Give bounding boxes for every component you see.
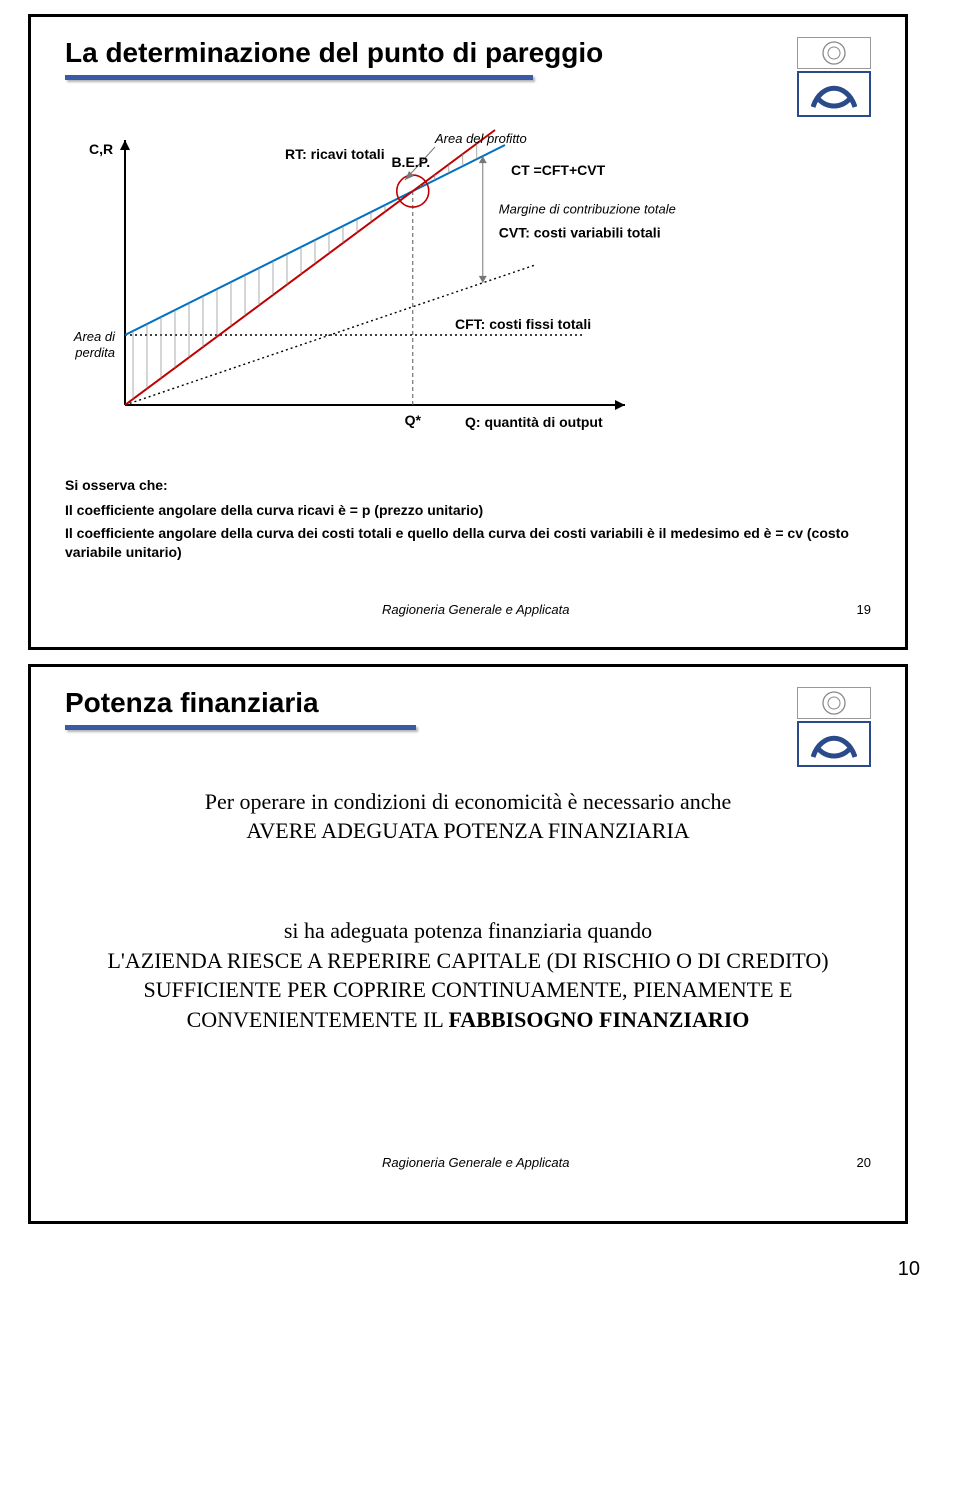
svg-text:Area di: Area di bbox=[73, 329, 116, 344]
slide-title: La determinazione del punto di pareggio bbox=[65, 37, 797, 73]
svg-text:Margine di contribuzione total: Margine di contribuzione totale bbox=[499, 201, 676, 216]
obs-line-2: Il coefficiente angolare della curva dei… bbox=[65, 524, 871, 562]
slide-footer: Ragioneria Generale e Applicata 20 bbox=[65, 1155, 871, 1170]
title-row: Potenza finanziaria bbox=[65, 687, 871, 767]
break-even-chart: C,R RT: ricavi totali Area del profitto CT … bbox=[65, 125, 871, 460]
svg-text:CVT: costi variabili totali: CVT: costi variabili totali bbox=[499, 224, 661, 240]
logo-crest-icon bbox=[797, 37, 871, 69]
slide-footer: Ragioneria Generale e Applicata 19 bbox=[65, 602, 871, 617]
paragraph-1: Per operare in condizioni di economicità… bbox=[125, 787, 811, 846]
p1-line2: AVERE ADEGUATA POTENZA FINANZIARIA bbox=[246, 818, 689, 843]
slide-1: La determinazione del punto di pareggio … bbox=[28, 14, 908, 650]
p2-line1: si ha adeguata potenza finanziaria quand… bbox=[284, 918, 652, 943]
observations: Si osserva che: Il coefficiente angolare… bbox=[65, 476, 871, 562]
footer-text: Ragioneria Generale e Applicata bbox=[95, 1155, 857, 1170]
svg-text:B.E.P.: B.E.P. bbox=[391, 154, 430, 170]
logo-swirl-icon bbox=[797, 71, 871, 117]
svg-text:Area del profitto: Area del profitto bbox=[434, 131, 527, 146]
footer-page: 19 bbox=[857, 602, 871, 617]
svg-text:CT =CFT+CVT: CT =CFT+CVT bbox=[511, 162, 606, 178]
p2-bold: FABBISOGNO FINANZIARIO bbox=[448, 1007, 749, 1032]
slide-2: Potenza finanziaria Per operare in condi… bbox=[28, 664, 908, 1224]
paragraph-2: si ha adeguata potenza finanziaria quand… bbox=[85, 916, 851, 1035]
title-underline bbox=[65, 725, 416, 730]
svg-text:Q*: Q* bbox=[405, 412, 422, 428]
chart-svg: C,R RT: ricavi totali Area del profitto CT … bbox=[65, 125, 845, 455]
logo-swirl-icon bbox=[797, 721, 871, 767]
logo bbox=[797, 37, 871, 117]
logo-crest-icon bbox=[797, 687, 871, 719]
footer-page: 20 bbox=[857, 1155, 871, 1170]
obs-line-1: Il coefficiente angolare della curva ric… bbox=[65, 501, 871, 520]
svg-text:CFT: costi fissi totali: CFT: costi fissi totali bbox=[455, 316, 591, 332]
svg-text:perdita: perdita bbox=[74, 345, 115, 360]
outer-page-number: 10 bbox=[0, 1238, 960, 1301]
svg-text:RT: ricavi totali: RT: ricavi totali bbox=[285, 146, 385, 162]
obs-heading: Si osserva che: bbox=[65, 476, 871, 495]
footer-text: Ragioneria Generale e Applicata bbox=[95, 602, 857, 617]
title-row: La determinazione del punto di pareggio bbox=[65, 37, 871, 117]
svg-text:C,R: C,R bbox=[89, 141, 113, 157]
p1-line1: Per operare in condizioni di economicità… bbox=[205, 789, 732, 814]
svg-text:Q: quantità di output: Q: quantità di output bbox=[465, 414, 603, 430]
logo bbox=[797, 687, 871, 767]
slide2-body: Per operare in condizioni di economicità… bbox=[65, 787, 871, 1035]
slide-title: Potenza finanziaria bbox=[65, 687, 797, 723]
title-underline bbox=[65, 75, 533, 80]
